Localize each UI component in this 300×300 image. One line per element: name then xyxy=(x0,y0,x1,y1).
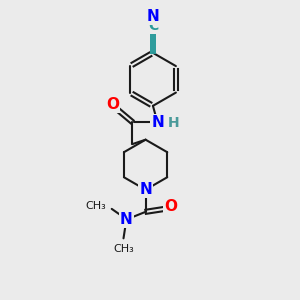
Text: CH₃: CH₃ xyxy=(113,244,134,254)
Text: O: O xyxy=(165,199,178,214)
Text: CH₃: CH₃ xyxy=(86,201,106,211)
Text: H: H xyxy=(168,116,179,130)
Text: N: N xyxy=(139,182,152,197)
Text: C: C xyxy=(148,19,158,33)
Text: N: N xyxy=(147,8,159,23)
Text: N: N xyxy=(152,116,164,130)
Text: N: N xyxy=(120,212,133,227)
Text: O: O xyxy=(106,97,119,112)
